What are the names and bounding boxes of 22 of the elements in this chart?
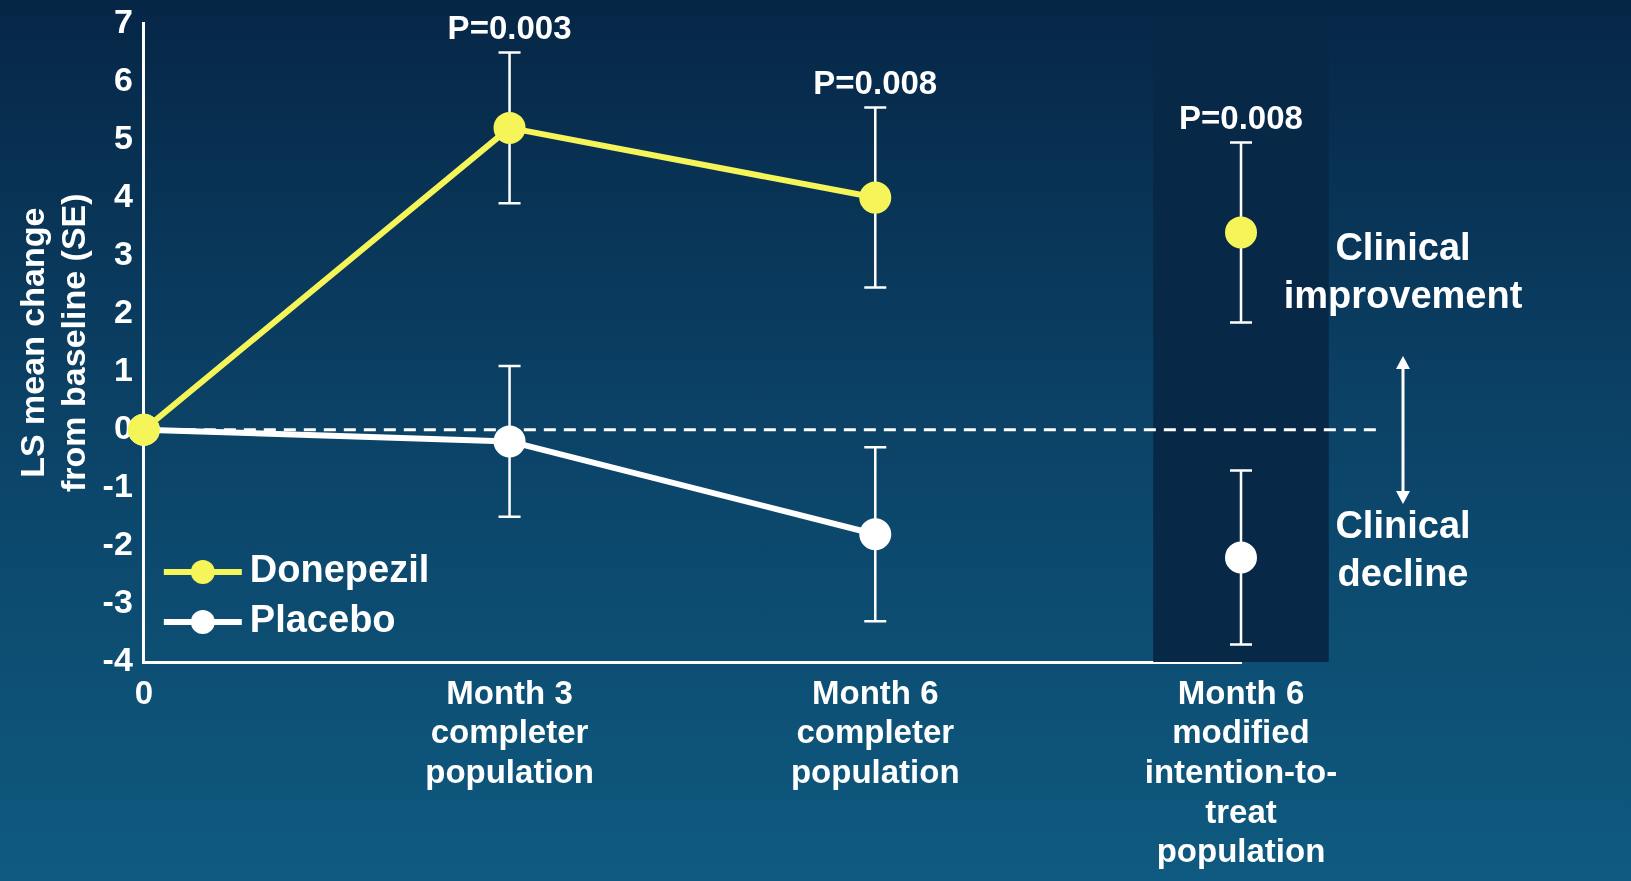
y-axis-title: LS mean change from baseline (SE)	[12, 193, 92, 492]
y-tick-label: 1	[113, 350, 133, 389]
y-tick-label: -3	[102, 582, 133, 621]
y-tick-label: 3	[113, 233, 133, 272]
y-tick-label: 2	[113, 292, 133, 331]
annotation: P=0.008	[813, 64, 938, 102]
y-tick-label: -2	[102, 524, 133, 563]
y-tick-label: 5	[113, 117, 133, 156]
y-tick-label: -1	[102, 466, 133, 505]
legend-label: Placebo	[249, 598, 396, 641]
y-tick-label: 6	[113, 59, 133, 98]
y-tick-label: 4	[113, 175, 133, 214]
legend-label: Donepezil	[249, 548, 430, 591]
annotation: P=0.008	[1179, 99, 1303, 137]
x-tick-label: Month 6 modified intention-to- treat population	[1144, 673, 1338, 870]
annotation: P=0.003	[447, 9, 572, 47]
text: Clinical decline	[1335, 504, 1471, 595]
x-tick-label: Month 3 completer population	[425, 673, 594, 791]
y-tick-label: 7	[113, 1, 133, 40]
x-tick-label: Month 6 completer population	[790, 673, 960, 791]
y-tick-label: -4	[102, 640, 133, 679]
annotation: Clinical improvement	[1283, 225, 1523, 316]
